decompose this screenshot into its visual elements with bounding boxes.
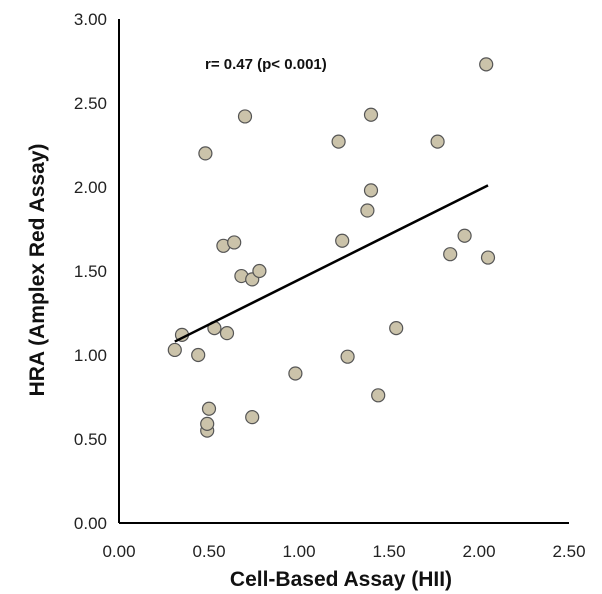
x-tick-label: 2.50 [552, 542, 585, 561]
x-tick-label: 0.00 [102, 542, 135, 561]
data-point [360, 203, 375, 218]
data-point [219, 326, 235, 341]
data-point [430, 134, 445, 149]
data-point [363, 107, 379, 122]
y-axis-title: HRA (Amplex Red Assay) [26, 144, 49, 397]
data-point [457, 228, 472, 243]
y-tick-label: 2.00 [74, 178, 107, 197]
data-point [480, 250, 496, 265]
data-point [237, 109, 253, 124]
x-tick-label: 2.00 [462, 542, 495, 561]
data-point [335, 233, 350, 248]
data-point [245, 410, 260, 425]
data-points [167, 57, 496, 438]
data-point [198, 146, 213, 161]
y-tick-label: 0.50 [74, 430, 107, 449]
data-point [340, 349, 355, 364]
data-point [191, 347, 206, 363]
data-point [227, 235, 242, 250]
data-point [371, 388, 386, 403]
x-tick-label: 1.50 [372, 542, 405, 561]
data-point [288, 366, 303, 381]
data-point [389, 321, 404, 336]
data-point [252, 263, 267, 279]
data-point [331, 134, 346, 149]
x-tick-label: 0.50 [192, 542, 225, 561]
data-point [167, 342, 182, 358]
y-tick-label: 1.00 [74, 346, 107, 365]
y-tick-label: 1.50 [74, 262, 107, 281]
y-tick-label: 2.50 [74, 94, 107, 113]
data-point [363, 183, 379, 198]
x-tick-labels: 0.00 0.50 1.00 1.50 2.00 2.50 [102, 542, 585, 561]
x-tick-label: 1.00 [282, 542, 315, 561]
y-tick-labels: 0.00 0.50 1.00 1.50 2.00 2.50 3.00 [74, 10, 107, 533]
trendline [174, 184, 489, 343]
data-point [443, 247, 458, 262]
x-axis-title: Cell-Based Assay (HII) [230, 568, 452, 591]
y-tick-label: 0.00 [74, 514, 107, 533]
data-point [200, 416, 215, 431]
correlation-annotation: r= 0.47 (p< 0.001) [205, 56, 327, 73]
data-point [201, 401, 217, 416]
y-tick-label: 3.00 [74, 10, 107, 29]
data-point [479, 57, 494, 72]
